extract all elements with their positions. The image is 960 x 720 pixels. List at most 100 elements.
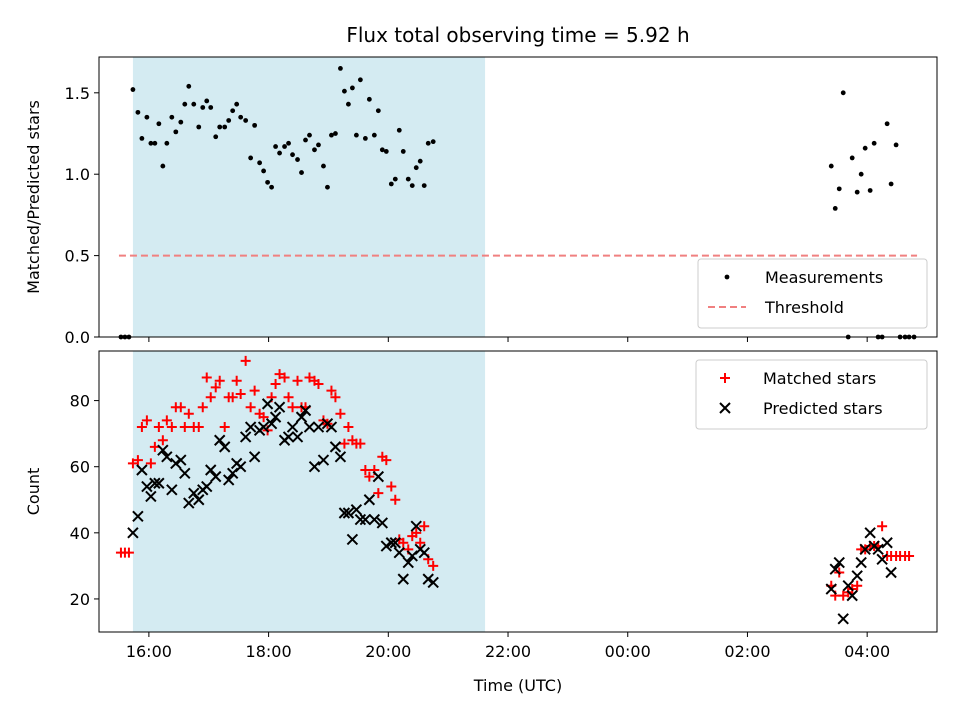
matched-stars-point xyxy=(136,422,147,433)
x-tick-label: 20:00 xyxy=(365,642,411,661)
matched-stars-point xyxy=(339,438,350,449)
predicted-stars-point xyxy=(210,470,222,483)
predicted-stars-point xyxy=(303,421,316,433)
predicted-stars-point xyxy=(422,573,434,585)
predicted-stars-point xyxy=(864,527,876,539)
measurements-point xyxy=(832,205,838,211)
predicted-stars-point xyxy=(427,576,439,589)
predicted-stars-point xyxy=(418,546,430,559)
legend-marker-measurements xyxy=(724,274,730,280)
measurements-point xyxy=(152,140,158,146)
matched-stars-point xyxy=(183,408,194,419)
measurements-point xyxy=(840,90,846,96)
legend-label: Predicted stars xyxy=(763,399,883,418)
predicted-stars-point xyxy=(179,467,191,480)
measurements-point xyxy=(286,140,291,146)
measurements-point xyxy=(871,140,877,146)
matched-stars-point xyxy=(240,355,251,366)
matched-stars-point xyxy=(258,412,269,423)
predicted-stars-point xyxy=(876,553,888,565)
predicted-stars-point xyxy=(273,401,286,413)
matched-stars-point xyxy=(852,580,863,591)
y-tick-label: 0.0 xyxy=(65,328,90,347)
measurements-point xyxy=(366,96,372,102)
measurements-point xyxy=(346,101,351,107)
measurements-point xyxy=(191,101,197,107)
y-tick-label: 40 xyxy=(70,524,90,543)
y-tick-label: 80 xyxy=(70,392,90,411)
matched-stars-point xyxy=(235,388,246,399)
chart-title: Flux total observing time = 5.92 h xyxy=(346,23,689,47)
predicted-stars-point xyxy=(372,470,385,483)
matched-stars-point xyxy=(231,375,242,386)
measurements-point xyxy=(252,122,258,128)
measurements-point xyxy=(425,140,431,146)
measurements-point xyxy=(325,184,330,190)
predicted-stars-point xyxy=(299,404,312,417)
measurements-point xyxy=(409,183,415,189)
measurements-point xyxy=(413,165,419,171)
matched-stars-point xyxy=(132,455,143,466)
matched-stars-point xyxy=(145,458,156,469)
measurements-point xyxy=(217,124,223,130)
predicted-stars-point xyxy=(410,520,422,532)
measurements-point xyxy=(186,83,192,89)
y-tick-label: 60 xyxy=(70,458,90,477)
measurements-point xyxy=(295,157,300,162)
matched-stars-point xyxy=(227,392,238,403)
y-axis-label: Count xyxy=(24,468,43,516)
measurements-point xyxy=(379,147,385,153)
matched-stars-point xyxy=(877,521,888,532)
measurements-point xyxy=(867,188,873,193)
matched-stars-point xyxy=(373,488,384,499)
matched-stars-point xyxy=(381,455,392,466)
matched-stars-point xyxy=(279,372,290,383)
predicted-stars-point xyxy=(368,513,381,526)
measurements-point xyxy=(226,118,232,123)
matched-stars-point xyxy=(214,375,225,386)
predicted-stars-point xyxy=(376,517,389,529)
predicted-stars-point xyxy=(359,513,372,526)
measurements-point xyxy=(234,101,240,107)
matched-stars-point xyxy=(245,402,256,413)
predicted-stars-point xyxy=(829,563,841,575)
predicted-stars-point xyxy=(170,457,182,470)
predicted-stars-point xyxy=(317,454,330,466)
measurements-point xyxy=(362,135,368,141)
measurements-point xyxy=(148,140,154,146)
measurements-point xyxy=(273,144,278,149)
measurements-point xyxy=(316,142,321,148)
plot-frame xyxy=(98,350,938,633)
matched-stars-point xyxy=(355,438,366,449)
measurements-point xyxy=(893,142,899,148)
measurements-point xyxy=(357,77,363,83)
predicted-stars-point xyxy=(145,490,157,503)
predicted-stars-point xyxy=(166,484,178,496)
measurements-point xyxy=(303,137,308,143)
measurements-point xyxy=(421,183,427,189)
predicted-stars-point xyxy=(265,418,278,430)
measurements-point xyxy=(173,129,179,135)
measurements-point xyxy=(213,134,219,140)
measurements-point xyxy=(383,149,389,154)
measurements-point xyxy=(375,108,381,114)
matched-stars-point xyxy=(283,392,294,403)
predicted-stars-point xyxy=(312,421,325,433)
predicted-stars-point xyxy=(346,533,359,546)
measurements-point xyxy=(144,114,150,120)
predicted-stars-point xyxy=(389,537,402,549)
matched-stars-point xyxy=(313,379,324,390)
predicted-stars-point xyxy=(872,543,884,556)
y-tick-label: 1.0 xyxy=(65,165,90,184)
legend-marker-predicted xyxy=(719,402,731,414)
predicted-stars-point xyxy=(282,431,295,443)
measurements-point xyxy=(282,144,287,149)
measurements-point xyxy=(200,105,206,110)
predicted-stars-point xyxy=(380,540,393,552)
matched-stars-point xyxy=(415,537,426,548)
predicted-stars-point xyxy=(183,497,195,509)
predicted-stars-point xyxy=(248,451,261,463)
legend-label: Measurements xyxy=(765,268,883,287)
matched-stars-point xyxy=(123,547,134,558)
predicted-stars-point xyxy=(325,421,338,433)
